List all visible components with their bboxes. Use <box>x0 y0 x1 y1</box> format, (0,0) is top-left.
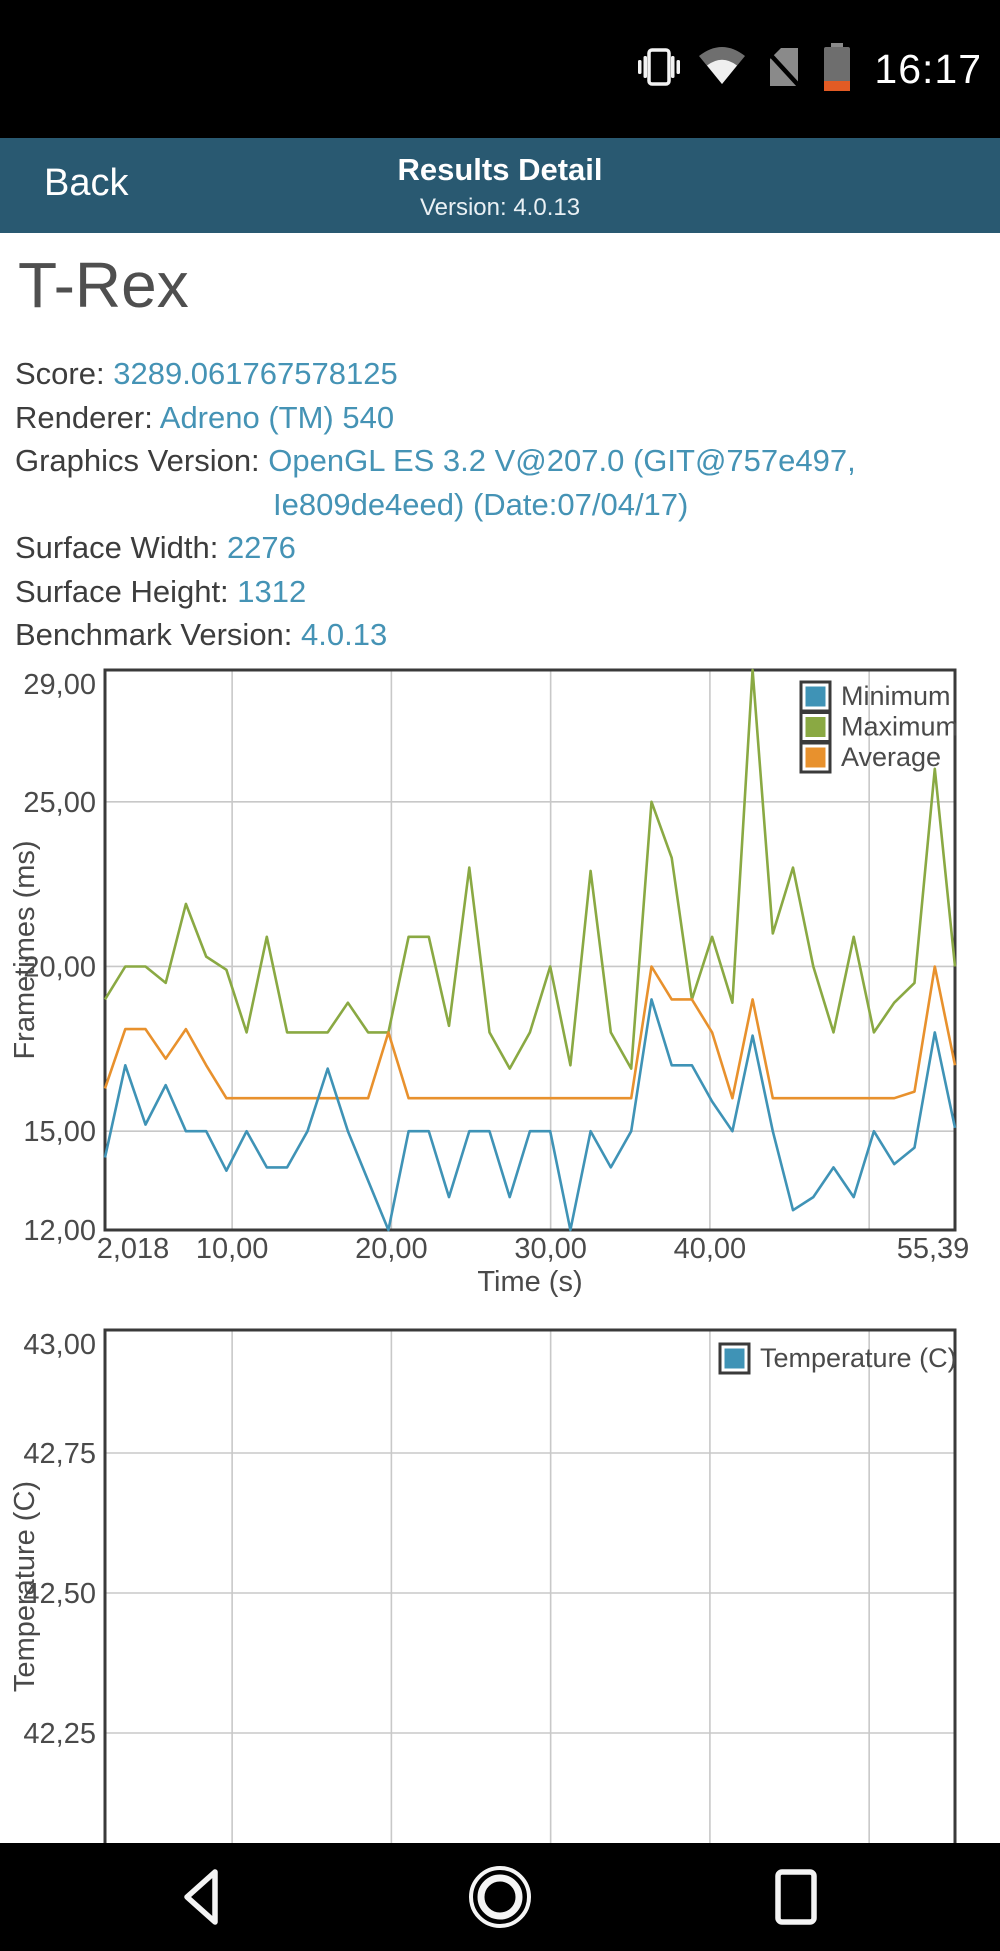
renderer-value: Adreno (TM) 540 <box>159 399 395 435</box>
legend-label: Minimum <box>841 681 951 711</box>
y-tick-label: 29,00 <box>23 669 96 701</box>
y-tick-label: 42,25 <box>23 1718 96 1750</box>
app-version-label: Version: 4.0.13 <box>419 194 581 221</box>
series-maximum-line <box>103 668 957 1070</box>
y-tick-label: 20,00 <box>23 951 96 983</box>
score-value: 3289.061767578125 <box>113 356 398 391</box>
surface-height-value: 1312 <box>237 573 307 609</box>
y-tick-label: 12,00 <box>23 1215 96 1247</box>
benchmark-version-value: 4.0.13 <box>301 617 388 652</box>
recents-icon[interactable] <box>736 1843 856 1951</box>
frametimes-chart: 29,00 25,00 20,00 15,00 12,002,018 10,00 20,00… <box>9 668 970 1298</box>
score-label: Score: <box>15 356 105 391</box>
surface-width-value: 2276 <box>226 530 296 565</box>
back-icon[interactable] <box>145 1843 265 1951</box>
surface-width-line: Surface Width: 2276 <box>15 526 985 570</box>
android-nav-bar <box>0 1843 1000 1951</box>
score-line: Score: 3289.061767578125 <box>15 352 985 396</box>
legend-swatch <box>805 686 826 707</box>
app-bar: Back Results Detail Version: 4.0.13 <box>0 138 1000 233</box>
series-average-line <box>103 965 957 1100</box>
x-tick-label: 40,00 <box>674 1233 747 1265</box>
renderer-line: Renderer: Adreno (TM) 540 <box>15 396 985 440</box>
page-title: Results Detail <box>397 152 603 187</box>
y-axis-title: Frametimes (ms) <box>9 840 41 1059</box>
legend-swatch <box>805 747 826 768</box>
x-tick-label: 30,00 <box>514 1233 587 1265</box>
legend-label: Temperature (C) <box>760 1343 957 1373</box>
legend-label: Maximum <box>841 712 958 742</box>
surface-width-label: Surface Width: <box>15 530 219 565</box>
graphics-version-value: OpenGL ES 3.2 V@207.0 (GIT@757e497, <box>268 443 856 478</box>
status-clock: 16:17 <box>874 45 982 92</box>
benchmark-name-title: T-Rex <box>18 249 189 321</box>
graphics-version-line: Graphics Version: OpenGL ES 3.2 V@207.0 … <box>15 439 985 483</box>
home-icon[interactable] <box>440 1843 560 1951</box>
renderer-label: Renderer: <box>15 399 153 435</box>
y-axis-title: Temperature (C) <box>9 1481 41 1692</box>
y-tick-label: 42,75 <box>23 1438 96 1470</box>
y-tick-label: 25,00 <box>23 787 96 819</box>
x-axis-title: Time (s) <box>477 1266 582 1298</box>
y-tick-label: 15,00 <box>23 1116 96 1148</box>
status-bar: 16:17 <box>0 0 1000 138</box>
surface-height-line: Surface Height: 1312 <box>15 570 985 614</box>
surface-height-label: Surface Height: <box>15 573 229 609</box>
legend-swatch <box>724 1348 745 1369</box>
battery-low-icon <box>821 42 853 97</box>
legend-swatch <box>805 717 826 737</box>
result-info-block: Score: 3289.061767578125 Renderer: Adren… <box>15 352 985 657</box>
benchmark-version-label: Benchmark Version: <box>15 617 293 652</box>
y-tick-label: 42,50 <box>23 1578 96 1610</box>
wifi-icon <box>697 44 747 95</box>
back-button[interactable]: Back <box>44 162 129 204</box>
temperature-chart: 43,00 42,75 42,50 42,25 Temperature (C) Tempe… <box>9 1328 957 1843</box>
x-tick-label: 55,39 <box>897 1233 970 1265</box>
benchmark-version-line: Benchmark Version: 4.0.13 <box>15 613 985 657</box>
vibrate-icon <box>636 44 682 95</box>
no-sim-icon <box>762 44 806 95</box>
x-tick-label: 2,018 <box>97 1233 170 1265</box>
graphics-version-line2: Ie809de4eed) (Date:07/04/17) <box>15 483 985 527</box>
graphics-version-value-2: Ie809de4eed) (Date:07/04/17) <box>273 486 689 522</box>
x-tick-label: 10,00 <box>196 1233 269 1265</box>
graphics-version-label: Graphics Version: <box>15 443 260 478</box>
x-tick-label: 20,00 <box>355 1233 428 1265</box>
y-tick-label: 43,00 <box>23 1329 96 1361</box>
series-minimum-line <box>103 998 957 1232</box>
legend-label: Average <box>841 742 941 772</box>
